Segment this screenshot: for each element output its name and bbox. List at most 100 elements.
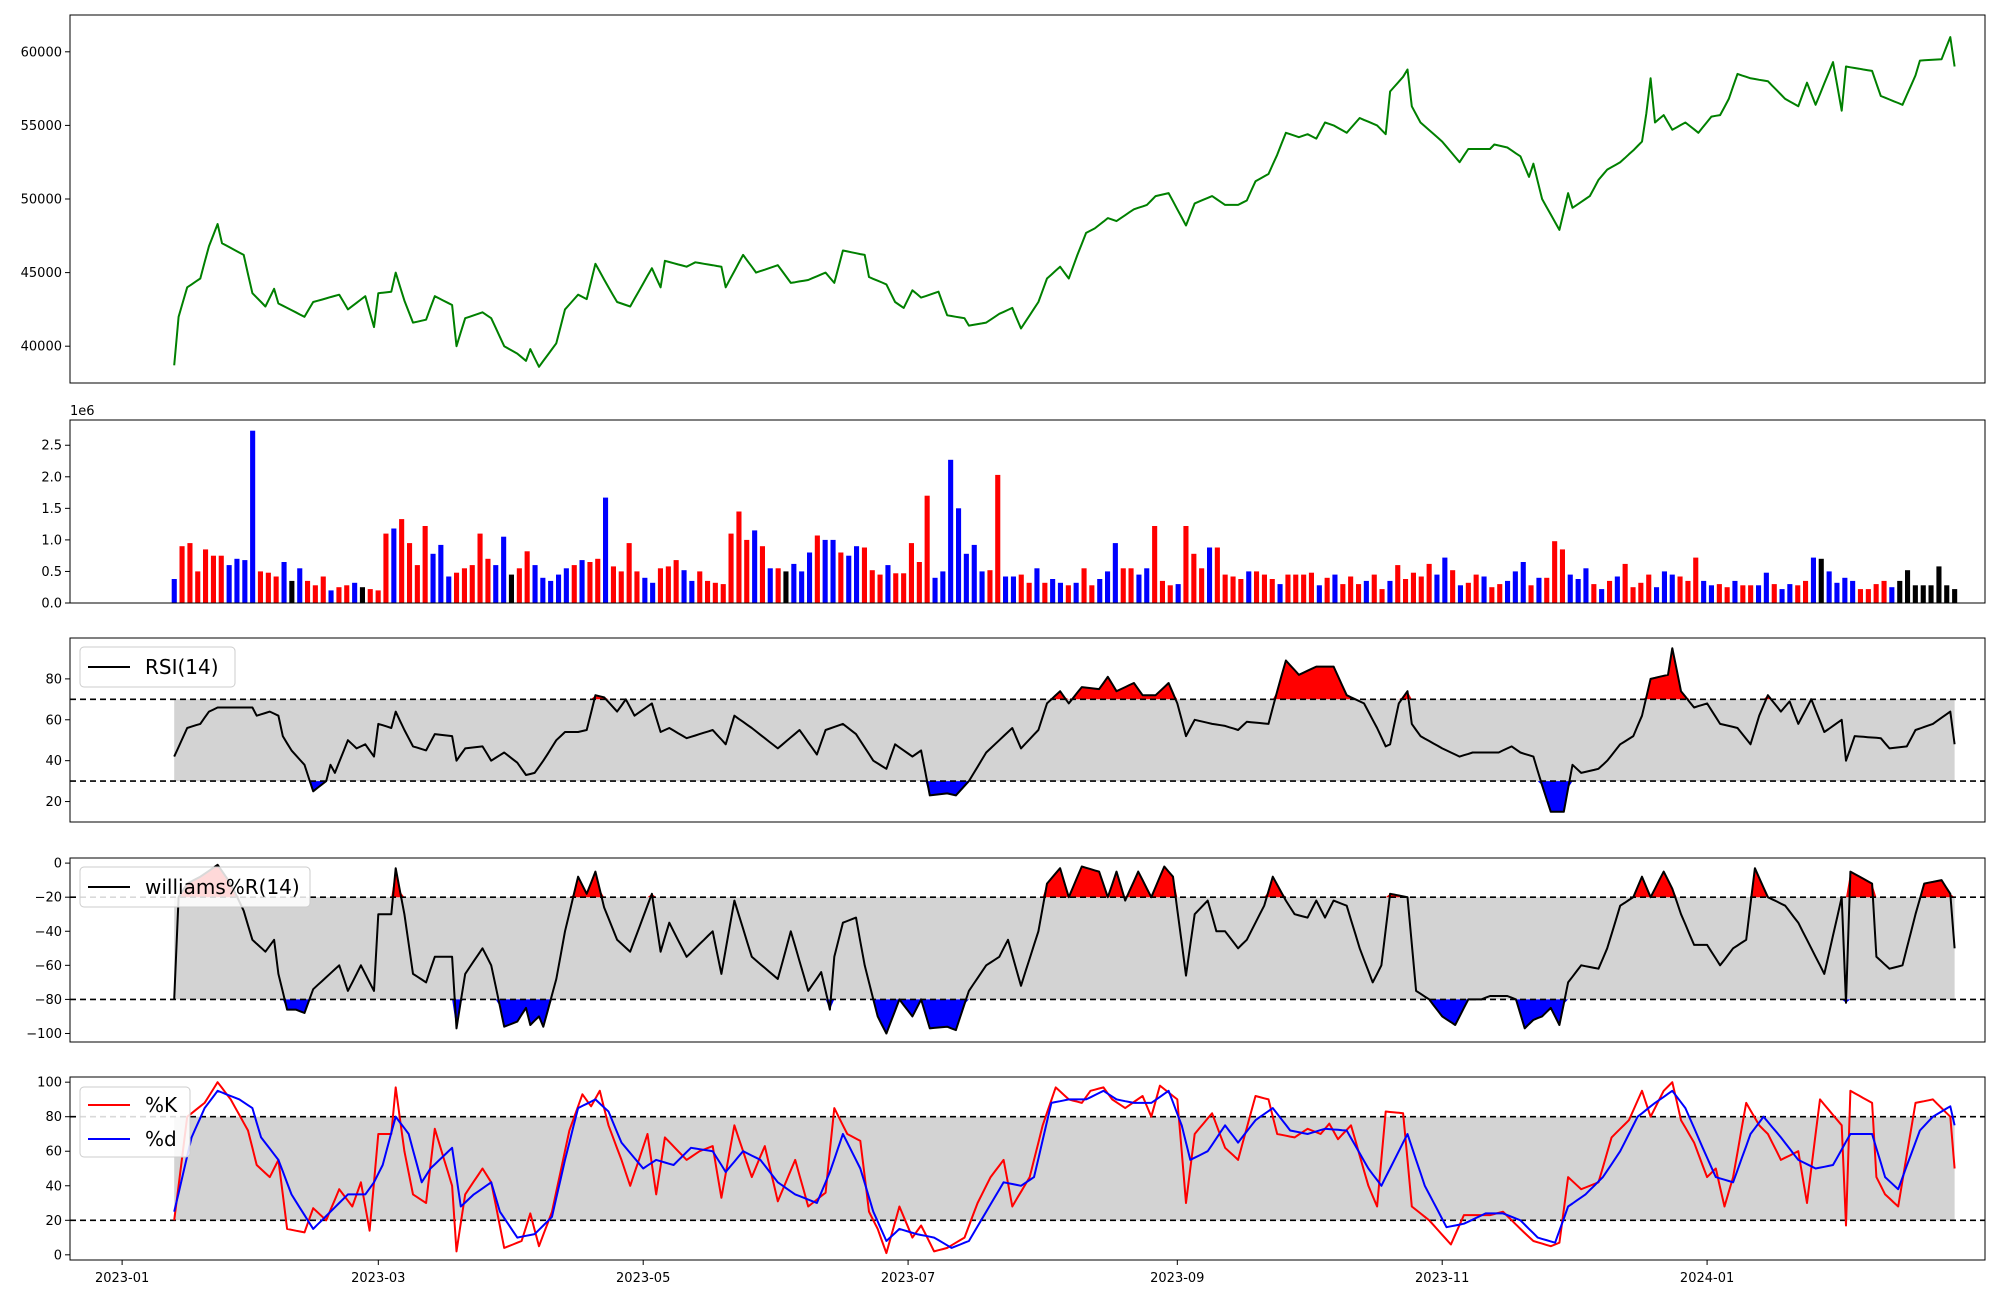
y-tick-label: 100 [37, 1076, 62, 1091]
volume-bar [195, 571, 201, 603]
volume-bar [587, 562, 593, 603]
volume-bar [634, 571, 640, 603]
volume-bar [446, 576, 452, 603]
volume-bar [822, 539, 828, 603]
y-tick-label: 40 [45, 1179, 62, 1194]
volume-bar [493, 565, 499, 603]
volume-bar [1583, 568, 1589, 603]
volume-bar [1348, 576, 1354, 603]
volume-bar [548, 580, 554, 603]
rsi-legend: RSI(14) [79, 646, 236, 688]
volume-bar [1920, 585, 1926, 603]
volume-bar [1857, 589, 1863, 603]
volume-bar [1591, 584, 1597, 603]
volume-bar [1952, 589, 1958, 603]
volume-bar [171, 579, 177, 603]
y-tick-label: 2.5 [41, 439, 62, 454]
oversold-fill [174, 999, 1955, 1034]
volume-bar [1277, 584, 1283, 603]
volume-bar [1559, 549, 1565, 603]
series-line-WilliamsR [173, 863, 1956, 1035]
volume-bar [1457, 585, 1463, 603]
volume-bar [1395, 565, 1401, 603]
volume-bar [257, 571, 263, 603]
volume-bar [1897, 580, 1903, 603]
volume-bar [328, 590, 334, 603]
volume-bar [1403, 579, 1409, 603]
volume-bar [689, 580, 695, 603]
volume-bar [501, 536, 507, 603]
volume-bar [179, 546, 185, 603]
y-tick-label: 80 [45, 1110, 62, 1125]
volume-bar [1426, 563, 1432, 603]
volume-bar [1387, 580, 1393, 603]
volume-bar [305, 580, 311, 603]
volume-bar [854, 546, 860, 603]
volume-bar [1191, 553, 1197, 603]
volume-bar [226, 565, 232, 603]
volume-bar [736, 511, 742, 603]
volume-bar [603, 497, 609, 603]
volume-bar [1575, 579, 1581, 603]
volume-bar [1520, 562, 1526, 603]
volume-bar [1465, 582, 1471, 603]
volume-bar [1912, 585, 1918, 603]
y-tick-label: 2.0 [41, 470, 62, 485]
volume-bar [203, 549, 209, 603]
volume-bar [783, 571, 789, 603]
volume-bar [1261, 574, 1267, 603]
volume-bar [1599, 589, 1605, 603]
volume-bar [720, 584, 726, 603]
y-tick-label: 20 [45, 1214, 62, 1229]
volume-bar [563, 568, 569, 603]
volume-bar [1363, 580, 1369, 603]
volume-bar [1112, 543, 1118, 603]
volume-bar [1332, 574, 1338, 603]
volume-bar [948, 459, 954, 603]
volume-bar [1316, 585, 1322, 603]
volume-bar [1748, 585, 1754, 603]
volume-bar [375, 590, 381, 603]
volume-bar [924, 495, 930, 603]
volume-bar [1105, 571, 1111, 603]
volume-bar [414, 565, 420, 603]
volume-bar [1536, 577, 1542, 603]
volume-bar [1716, 584, 1722, 603]
volume-bar [1230, 576, 1236, 603]
y-tick-label: −40 [35, 925, 62, 940]
volume-bar [1473, 574, 1479, 603]
volume-bar [908, 543, 914, 603]
volume-bar [1324, 577, 1330, 603]
williams-r-legend: williams%R(14) [79, 866, 311, 908]
neutral-band [174, 1116, 1955, 1221]
williams-r-legend-label: williams%R(14) [145, 875, 300, 899]
volume-bar [1873, 584, 1879, 603]
rsi-legend-box [79, 646, 236, 688]
volume-bar [1826, 571, 1832, 603]
x-tick-label: 2023-03 [351, 1271, 405, 1286]
volume-offset-label: 1e6 [70, 404, 95, 419]
volume-bar [1489, 587, 1495, 603]
volume-bar [422, 526, 428, 603]
y-tick-label: −80 [35, 993, 62, 1008]
volume-bar [1552, 541, 1558, 603]
volume-bar [956, 508, 962, 603]
volume-bar [438, 544, 444, 603]
x-tick-label: 2023-07 [881, 1271, 935, 1286]
volume-bar [712, 582, 718, 603]
panel-frame-0 [69, 14, 1986, 384]
stochastic-panel: 0 20 40 60 80 100 2023-01 2023-03 2023-05 2023-07… [37, 1076, 1986, 1286]
y-tick-label: 40000 [21, 340, 62, 355]
y-tick-label: 20 [45, 795, 62, 810]
volume-bar [869, 570, 875, 603]
volume-bar [1771, 584, 1777, 603]
volume-bar [1183, 526, 1189, 603]
volume-bar [893, 573, 899, 603]
volume-bar [1308, 572, 1314, 603]
volume-bar [344, 585, 350, 603]
volume-bar [1050, 579, 1056, 603]
volume-bar [1661, 571, 1667, 603]
volume-bar [430, 553, 436, 603]
volume-bar [407, 543, 413, 603]
